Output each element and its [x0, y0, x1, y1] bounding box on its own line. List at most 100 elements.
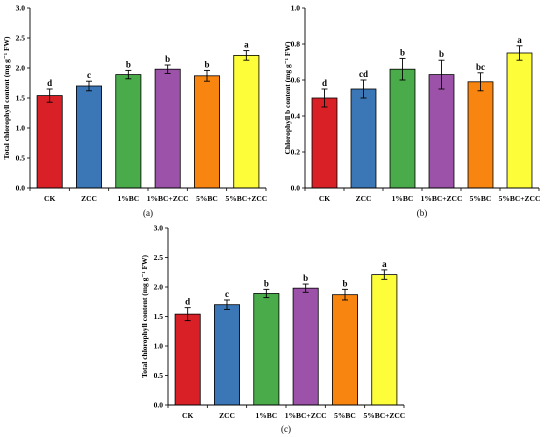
- category-label-4: 5%BC: [196, 194, 218, 203]
- significance-letter-3: b: [165, 54, 170, 64]
- significance-letter-5: a: [244, 40, 249, 50]
- y-tick-label-4: 0.8: [291, 40, 301, 49]
- y-tick-label-3: 1.5: [154, 312, 164, 321]
- error-bar-0: [184, 307, 191, 322]
- error-bar-4: [204, 69, 210, 82]
- category-label-0: CK: [319, 194, 330, 203]
- category-label-1: ZCC: [219, 411, 235, 420]
- bar-5: [371, 274, 398, 406]
- significance-letter-5: a: [517, 35, 522, 45]
- y-tick-label-1: 0.2: [291, 148, 301, 157]
- significance-letter-2: b: [126, 59, 131, 69]
- significance-letter-1: cd: [359, 69, 368, 79]
- bar-5: [233, 55, 260, 189]
- y-tick-label-0: 0.0: [291, 184, 301, 193]
- y-tick-label-3: 0.6: [291, 76, 301, 85]
- significance-letter-1: c: [87, 70, 91, 80]
- category-label-1: ZCC: [356, 194, 372, 203]
- y-tick-label-5: 1.0: [291, 4, 301, 13]
- panel-caption: (a): [143, 208, 153, 218]
- error-bar-4: [477, 72, 484, 92]
- y-tick-label-0: 0.0: [16, 184, 26, 193]
- significance-letter-2: b: [264, 278, 269, 288]
- category-label-5: 5%BC+ZCC: [225, 194, 267, 203]
- bar-2: [253, 293, 280, 406]
- y-tick-label-4: 2.0: [16, 64, 26, 73]
- error-bar-4: [342, 288, 348, 301]
- category-label-4: 5%BC: [470, 194, 492, 203]
- error-bar-1: [360, 79, 367, 99]
- error-bar-5: [516, 45, 523, 61]
- bar-0: [36, 95, 63, 189]
- category-label-3: 1%BC+ZCC: [421, 194, 463, 203]
- y-tick-label-1: 0.5: [154, 371, 164, 380]
- bar-5: [506, 52, 533, 189]
- y-tick-label-0: 0.0: [154, 401, 164, 410]
- category-label-3: 1%BC+ZCC: [285, 411, 327, 420]
- error-bar-3: [302, 283, 309, 293]
- significance-letter-0: d: [185, 297, 190, 307]
- significance-letter-2: b: [400, 47, 405, 57]
- error-bar-3: [164, 64, 171, 74]
- y-tick-label-3: 1.5: [16, 94, 26, 103]
- bar-3: [428, 74, 455, 189]
- significance-letter-3: b: [439, 49, 444, 59]
- y-tick-label-6: 3.0: [154, 224, 164, 233]
- significance-letter-4: bc: [476, 62, 485, 72]
- category-label-0: CK: [44, 194, 55, 203]
- category-label-1: ZCC: [81, 194, 97, 203]
- panel-caption: (b): [417, 208, 428, 218]
- category-label-2: 1%BC: [255, 411, 277, 420]
- category-label-5: 5%BC+ZCC: [499, 194, 541, 203]
- error-bar-5: [381, 269, 388, 280]
- y-tick-label-5: 2.5: [16, 34, 26, 43]
- y-tick-label-2: 1.0: [16, 124, 26, 133]
- bar-1: [350, 88, 377, 189]
- y-tick-label-5: 2.5: [154, 253, 164, 262]
- significance-letter-1: c: [225, 289, 229, 299]
- significance-letter-0: d: [322, 78, 327, 88]
- significance-letter-5: a: [382, 259, 387, 269]
- bar-4: [194, 75, 220, 189]
- chart-panel-2: d CK cd ZCC b 1%BC b 1%BC+ZCC bc 5%BC a 5%BC+ZCC 0.0…: [283, 4, 540, 218]
- category-label-2: 1%BC: [392, 194, 414, 203]
- y-tick-label-4: 2.0: [154, 283, 164, 292]
- y-tick-label-2: 0.4: [291, 112, 301, 121]
- y-axis-label: Chlorophyll b content (mg g⁻¹ FW): [283, 41, 292, 154]
- bar-0: [311, 97, 338, 189]
- significance-letter-0: d: [47, 78, 52, 88]
- bar-2: [389, 68, 416, 189]
- error-bar-1: [86, 80, 92, 92]
- chart-panel-3: d CK c ZCC b 1%BC b 1%BC+ZCC b 5%BC a 5%BC+ZCC 0.0 0.…: [140, 224, 405, 434]
- bar-4: [332, 294, 358, 406]
- category-label-3: 1%BC+ZCC: [147, 194, 189, 203]
- significance-letter-3: b: [303, 273, 308, 283]
- error-bar-5: [243, 50, 250, 61]
- panel-caption: (c): [281, 424, 291, 434]
- chart-panel-1: d CK c ZCC b 1%BC b 1%BC+ZCC b 5%BC a 5%BC+ZCC 0.0 0.…: [2, 4, 267, 218]
- significance-letter-4: b: [204, 59, 209, 69]
- y-tick-label-6: 3.0: [16, 4, 26, 13]
- bar-2: [115, 74, 142, 189]
- error-bar-2: [125, 69, 132, 80]
- error-bar-2: [263, 288, 270, 299]
- bar-3: [292, 287, 319, 406]
- bar-3: [154, 68, 181, 189]
- y-tick-label-2: 1.0: [154, 342, 164, 351]
- y-axis-label: Total chlorophyll content (mg g⁻¹ FW): [2, 36, 11, 160]
- y-axis-label: Total chlorophyll content (mg g⁻¹ FW): [140, 254, 149, 378]
- bar-1: [214, 304, 240, 406]
- error-bar-0: [321, 88, 328, 108]
- significance-letter-4: b: [342, 278, 347, 288]
- category-label-5: 5%BC+ZCC: [363, 411, 405, 420]
- category-label-2: 1%BC: [117, 194, 139, 203]
- category-label-4: 5%BC: [334, 411, 356, 420]
- y-tick-label-1: 0.5: [16, 154, 26, 163]
- error-bar-2: [399, 57, 406, 81]
- bar-0: [174, 313, 201, 406]
- error-bar-3: [438, 59, 445, 90]
- error-bar-0: [46, 88, 53, 103]
- error-bar-1: [224, 299, 230, 310]
- category-label-0: CK: [182, 411, 193, 420]
